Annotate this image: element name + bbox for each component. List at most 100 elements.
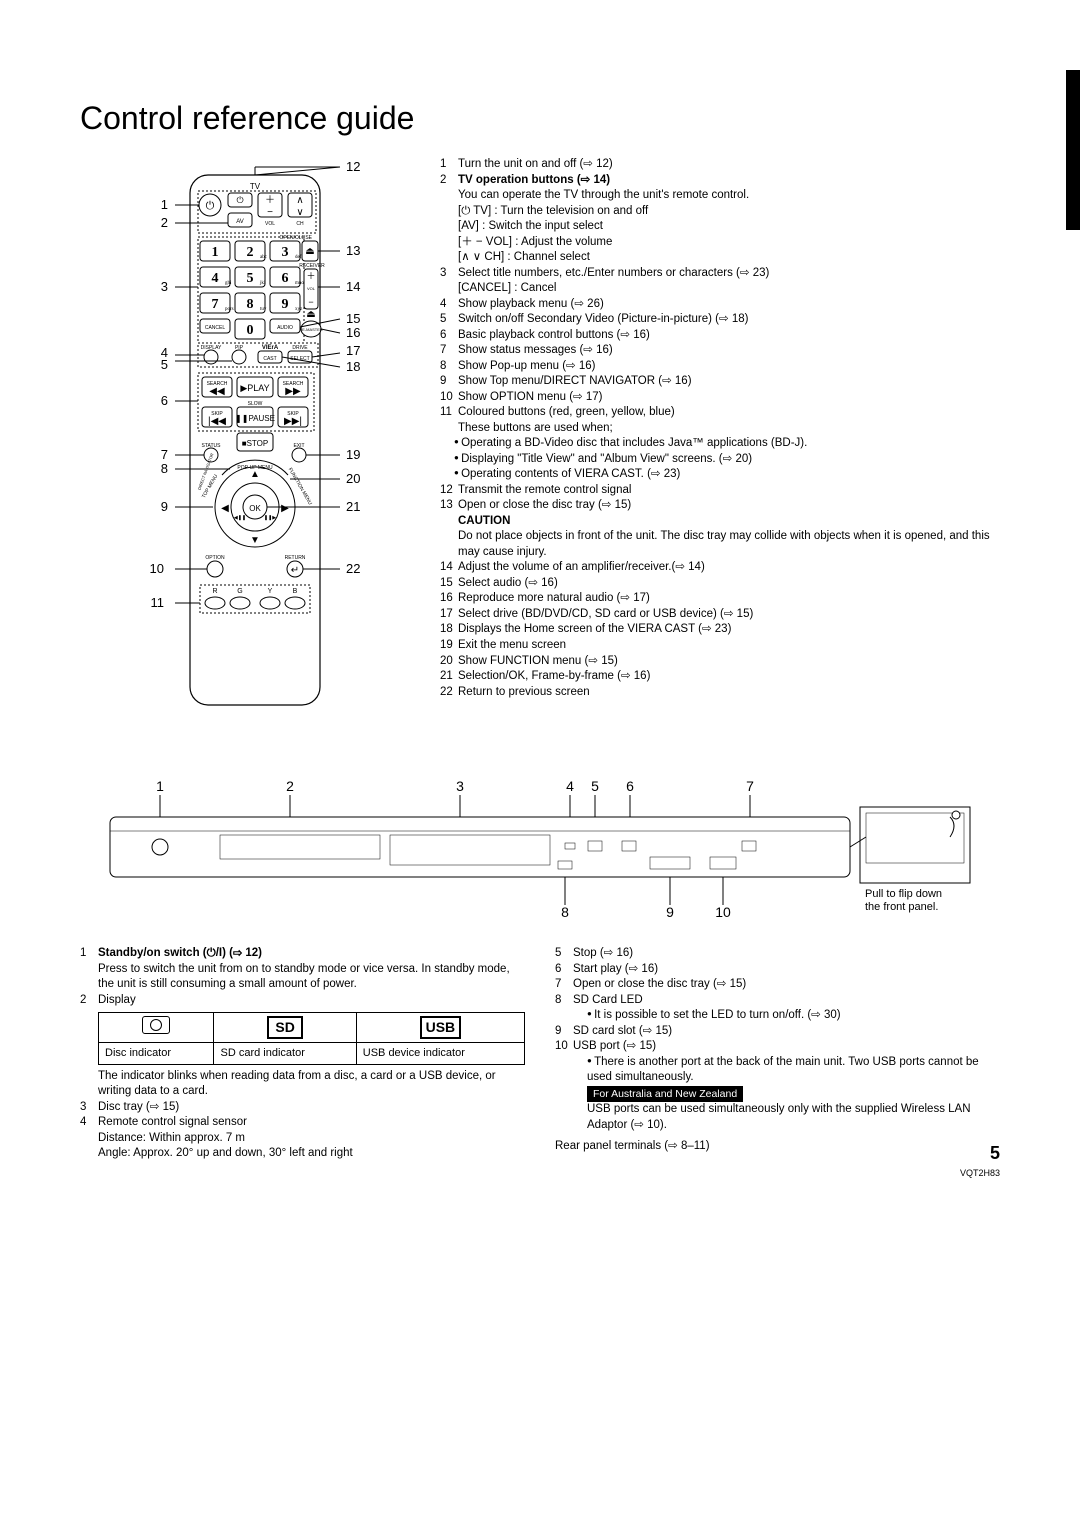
svg-text:11: 11 (151, 595, 165, 610)
svg-text:▶: ▶ (281, 503, 289, 514)
desc-line: 20Show FUNCTION menu (⇨ 15) (440, 654, 1000, 670)
svg-text:∨: ∨ (296, 207, 303, 218)
svg-text:19: 19 (346, 447, 360, 462)
svg-text:2: 2 (286, 778, 294, 794)
svg-text:xyz: xyz (295, 307, 303, 312)
desc-line: CAUTION (440, 514, 1000, 530)
desc-line: Operating a BD-Video disc that includes … (454, 436, 1000, 452)
desc-line: Operating contents of VIERA CAST. (⇨ 23) (454, 467, 1000, 483)
svg-text:2: 2 (161, 215, 168, 230)
svg-text:6: 6 (282, 271, 289, 286)
page-title: Control reference guide (80, 100, 1000, 137)
svg-text:＋: ＋ (265, 195, 275, 206)
desc-line: [∧ ∨ CH] : Channel select (440, 250, 1000, 266)
svg-text:tuv: tuv (260, 307, 267, 312)
desc-line: 4Show playback menu (⇨ 26) (440, 297, 1000, 313)
desc-line: These buttons are used when; (440, 421, 1000, 437)
svg-text:8: 8 (561, 904, 569, 920)
svg-text:13: 13 (346, 243, 360, 258)
desc-line: 19Exit the menu screen (440, 638, 1000, 654)
remote-section: TV ⏻ ⏻ ＋ − VOL ∧ ∨ CH AV 1 2abc (80, 157, 1000, 737)
svg-text:↵: ↵ (291, 565, 299, 576)
svg-text:❚❚▶: ❚❚▶ (264, 515, 276, 521)
svg-text:3: 3 (161, 279, 168, 294)
desc-line: 17Select drive (BD/DVD/CD, SD card or US… (440, 607, 1000, 623)
svg-text:jkl: jkl (259, 281, 266, 286)
desc-line: 9Show Top menu/DIRECT NAVIGATOR (⇨ 16) (440, 374, 1000, 390)
svg-text:15: 15 (346, 311, 360, 326)
svg-text:CANCEL: CANCEL (205, 325, 226, 331)
svg-text:7: 7 (161, 447, 168, 462)
desc-line: 18Displays the Home screen of the VIERA … (440, 622, 1000, 638)
front-panel-descriptions: 1Standby/on switch (⏻/I) (⇨ 12)Press to … (80, 946, 1000, 1162)
desc-line: 7Show status messages (⇨ 16) (440, 343, 1000, 359)
desc-line: 11Coloured buttons (red, green, yellow, … (440, 405, 1000, 421)
front-right-col: 5Stop (⇨ 16)6Start play (⇨ 16)7Open or c… (555, 946, 1000, 1162)
svg-text:3: 3 (282, 245, 289, 260)
svg-text:TV: TV (250, 182, 261, 191)
svg-text:AUDIO: AUDIO (277, 325, 293, 331)
svg-text:16: 16 (346, 325, 360, 340)
svg-text:9: 9 (161, 499, 168, 514)
desc-line: 15Select audio (⇨ 16) (440, 576, 1000, 592)
svg-text:RECEIVER: RECEIVER (299, 263, 325, 269)
svg-text:7: 7 (746, 778, 754, 794)
svg-text:◀◀: ◀◀ (209, 386, 225, 397)
svg-text:10: 10 (150, 561, 164, 576)
svg-text:G: G (237, 588, 242, 595)
svg-text:12: 12 (346, 159, 360, 174)
svg-text:▶▶|: ▶▶| (284, 416, 302, 427)
desc-line: Do not place objects in front of the uni… (440, 529, 1000, 560)
svg-text:10: 10 (715, 904, 731, 920)
svg-text:OPTION: OPTION (205, 555, 225, 561)
svg-text:▶PLAY: ▶PLAY (240, 383, 269, 393)
svg-text:9: 9 (282, 297, 289, 312)
svg-text:1: 1 (161, 197, 168, 212)
svg-text:⏻: ⏻ (236, 195, 243, 205)
desc-line: [CANCEL] : Cancel (440, 281, 1000, 297)
svg-text:RE-MASTER: RE-MASTER (299, 327, 323, 332)
svg-text:∧: ∧ (296, 195, 303, 206)
svg-text:3: 3 (456, 778, 464, 794)
svg-text:B: B (293, 588, 298, 595)
remote-diagram: TV ⏻ ⏻ ＋ − VOL ∧ ∨ CH AV 1 2abc (80, 157, 420, 737)
desc-line: 16Reproduce more natural audio (⇨ 17) (440, 591, 1000, 607)
desc-line: 22Return to previous screen (440, 685, 1000, 701)
desc-line: [＋ − VOL] : Adjust the volume (440, 235, 1000, 251)
svg-text:4: 4 (566, 778, 574, 794)
svg-text:SLOW: SLOW (248, 401, 263, 407)
svg-text:AV: AV (236, 219, 244, 225)
desc-line: 14Adjust the volume of an amplifier/rece… (440, 560, 1000, 576)
svg-text:8: 8 (247, 297, 254, 312)
svg-text:⏻: ⏻ (206, 200, 215, 212)
svg-text:R: R (212, 588, 217, 595)
desc-line: 1Turn the unit on and off (⇨ 12) (440, 157, 1000, 173)
desc-line: 6Basic playback control buttons (⇨ 16) (440, 328, 1000, 344)
desc-line: 2TV operation buttons (⇨ 14) (440, 173, 1000, 189)
indicator-table: SDUSBDisc indicatorSD card indicatorUSB … (98, 1012, 525, 1065)
svg-text:6: 6 (626, 778, 634, 794)
svg-text:◀: ◀ (221, 503, 229, 514)
svg-text:6: 6 (161, 393, 168, 408)
svg-text:CH: CH (296, 221, 304, 227)
svg-text:5: 5 (247, 271, 254, 286)
svg-text:CAST: CAST (263, 356, 276, 362)
front-panel-svg: 1 2 3 4 5 6 7 (80, 777, 1000, 937)
front-panel-section: 1 2 3 4 5 6 7 (80, 777, 1000, 940)
svg-text:7: 7 (212, 297, 219, 312)
svg-text:1: 1 (212, 245, 219, 260)
svg-text:Pull to flip down: Pull to flip down (865, 888, 942, 900)
doc-code: VQT2H83 (960, 1168, 1000, 1178)
svg-text:■STOP: ■STOP (242, 439, 268, 448)
svg-text:the front panel.: the front panel. (865, 901, 938, 913)
svg-text:17: 17 (346, 343, 360, 358)
svg-text:⏏: ⏏ (305, 246, 314, 257)
remote-svg: TV ⏻ ⏻ ＋ − VOL ∧ ∨ CH AV 1 2abc (80, 157, 420, 737)
svg-text:22: 22 (346, 561, 360, 576)
desc-line: 10Show OPTION menu (⇨ 17) (440, 390, 1000, 406)
svg-text:▶▶: ▶▶ (285, 386, 301, 397)
svg-text:mno: mno (295, 281, 304, 286)
svg-text:POP-UP MENU: POP-UP MENU (237, 465, 273, 471)
svg-text:21: 21 (346, 499, 360, 514)
desc-line: Displaying "Title View" and "Album View"… (454, 452, 1000, 468)
